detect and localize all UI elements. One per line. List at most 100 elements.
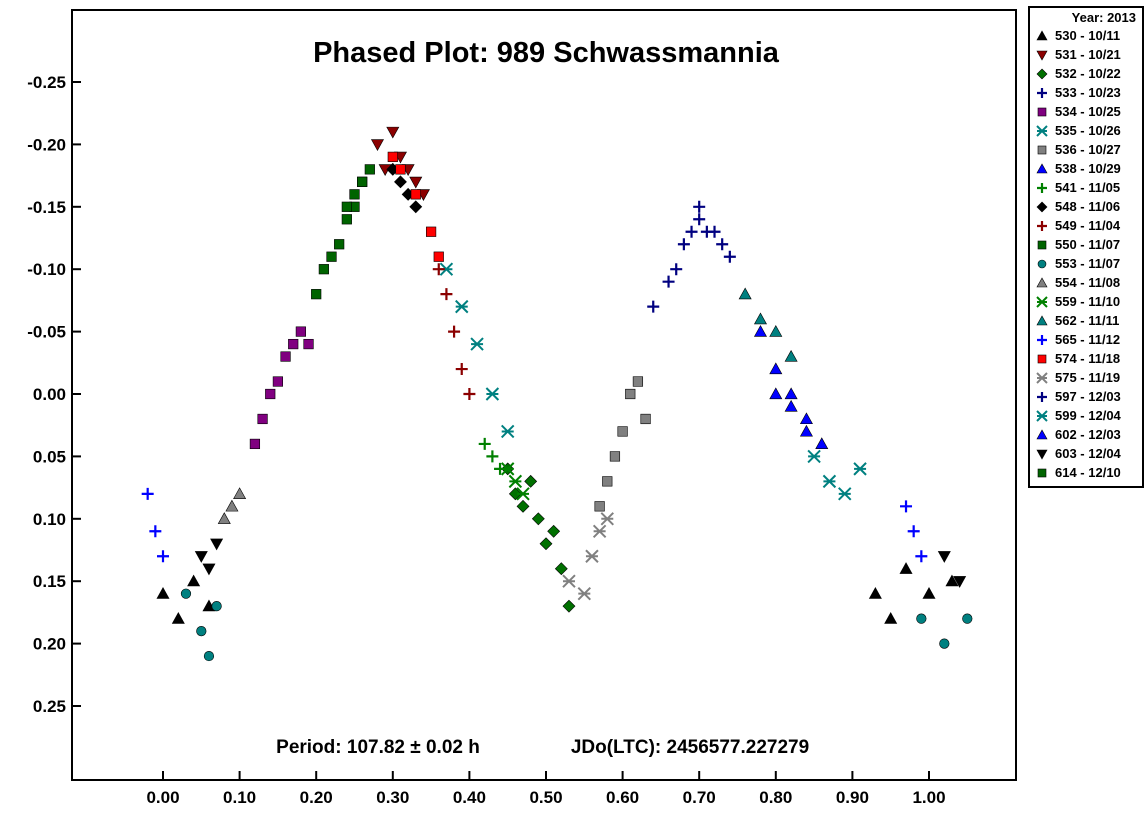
data-point bbox=[194, 551, 208, 563]
legend-marker bbox=[1037, 183, 1047, 193]
y-tick-label: 0.25 bbox=[33, 697, 66, 716]
data-point bbox=[265, 388, 276, 400]
data-point bbox=[531, 512, 545, 526]
series-18 bbox=[387, 151, 444, 262]
data-point bbox=[939, 638, 950, 649]
data-point bbox=[478, 437, 491, 450]
data-point bbox=[922, 587, 936, 599]
data-point bbox=[693, 200, 706, 213]
legend-marker bbox=[1036, 429, 1048, 440]
legend-entry-label: 562 - 11/11 bbox=[1055, 313, 1119, 328]
data-point bbox=[738, 287, 752, 300]
data-point bbox=[409, 176, 423, 189]
series-5 bbox=[249, 326, 314, 450]
data-point bbox=[341, 214, 352, 225]
data-point bbox=[632, 376, 644, 387]
data-point bbox=[409, 200, 423, 214]
legend-entry-label: 574 - 11/18 bbox=[1055, 351, 1120, 366]
data-point bbox=[838, 487, 852, 501]
x-tick-label: 1.00 bbox=[912, 788, 945, 807]
data-point bbox=[433, 251, 444, 262]
y-tick-label: -0.15 bbox=[27, 198, 66, 217]
legend-marker bbox=[1037, 240, 1047, 250]
data-point bbox=[156, 587, 170, 599]
data-point bbox=[784, 387, 798, 400]
legend-marker bbox=[1036, 30, 1048, 41]
data-point bbox=[799, 412, 813, 425]
data-point bbox=[647, 300, 660, 313]
x-tick-label: 0.40 bbox=[453, 788, 486, 807]
data-point bbox=[609, 451, 621, 462]
legend-marker bbox=[1036, 125, 1048, 137]
legend-marker bbox=[1037, 221, 1047, 231]
data-point bbox=[916, 613, 927, 624]
data-point bbox=[288, 338, 299, 350]
data-point bbox=[149, 525, 162, 538]
legend-marker bbox=[1036, 296, 1048, 308]
series-22 bbox=[753, 324, 813, 425]
x-tick-label: 0.60 bbox=[606, 788, 639, 807]
legend-entry-label: 536 - 10/27 bbox=[1055, 142, 1121, 157]
data-point bbox=[853, 462, 867, 476]
legend-entry-label: 553 - 11/07 bbox=[1055, 256, 1120, 271]
legend-box bbox=[1028, 6, 1144, 488]
data-point bbox=[592, 524, 607, 538]
data-point bbox=[318, 264, 329, 275]
x-tick-label: 0.50 bbox=[529, 788, 562, 807]
y-tick-label: 0.00 bbox=[33, 385, 66, 404]
legend-entry-label: 614 - 12/10 bbox=[1055, 465, 1121, 480]
legend-entry-label: 603 - 12/04 bbox=[1055, 446, 1122, 461]
data-point bbox=[769, 362, 783, 375]
data-point bbox=[486, 450, 499, 463]
x-tick-label: 0.10 bbox=[223, 788, 256, 807]
period-annotation: Period: 107.82 ± 0.02 h bbox=[276, 737, 480, 758]
legend-entry-label: 535 - 10/26 bbox=[1055, 123, 1121, 138]
legend-entry-label: 559 - 11/10 bbox=[1055, 294, 1120, 309]
data-point bbox=[387, 151, 398, 162]
y-tick-label: -0.20 bbox=[27, 135, 66, 154]
data-point bbox=[217, 512, 231, 524]
data-point bbox=[249, 438, 261, 450]
data-point bbox=[962, 613, 973, 624]
data-point bbox=[386, 126, 400, 139]
series-24 bbox=[341, 164, 375, 212]
data-point bbox=[907, 525, 920, 538]
data-point bbox=[900, 500, 913, 513]
series-13 bbox=[180, 588, 973, 662]
legend-marker bbox=[1036, 372, 1048, 384]
data-point bbox=[577, 586, 592, 601]
y-tick-label: 0.05 bbox=[33, 447, 66, 466]
data-point bbox=[516, 499, 530, 513]
data-point bbox=[640, 413, 651, 425]
data-point bbox=[334, 239, 345, 250]
data-point bbox=[410, 189, 421, 200]
legend-entry-label: 565 - 11/12 bbox=[1055, 332, 1120, 347]
data-point bbox=[211, 601, 222, 612]
data-point bbox=[203, 650, 215, 662]
legend-marker bbox=[1036, 315, 1048, 326]
data-point bbox=[141, 487, 154, 500]
data-point bbox=[625, 388, 636, 400]
data-point bbox=[202, 563, 216, 576]
series-20 bbox=[670, 200, 729, 276]
legend-entry-label: 599 - 12/04 bbox=[1055, 408, 1122, 423]
data-point bbox=[670, 263, 683, 276]
data-point bbox=[180, 588, 192, 599]
series-19 bbox=[562, 512, 614, 601]
data-point bbox=[600, 512, 614, 526]
data-point bbox=[326, 251, 337, 262]
data-point bbox=[303, 338, 314, 350]
data-point bbox=[723, 250, 736, 263]
legend-marker bbox=[1037, 468, 1047, 478]
data-point bbox=[937, 551, 951, 563]
legend-marker bbox=[1036, 449, 1048, 460]
data-point bbox=[815, 437, 829, 450]
x-axis: 0.00 0.10 0.20 0.30 0.40 0.50 0.60 0.70 0.80 0.90… bbox=[146, 771, 946, 807]
data-point bbox=[508, 487, 522, 501]
data-point bbox=[516, 487, 530, 501]
series-17 bbox=[141, 487, 928, 563]
data-point bbox=[257, 413, 268, 425]
data-point bbox=[822, 474, 837, 489]
legend-entry-label: 534 - 10/25 bbox=[1055, 104, 1121, 119]
data-points bbox=[141, 126, 973, 662]
